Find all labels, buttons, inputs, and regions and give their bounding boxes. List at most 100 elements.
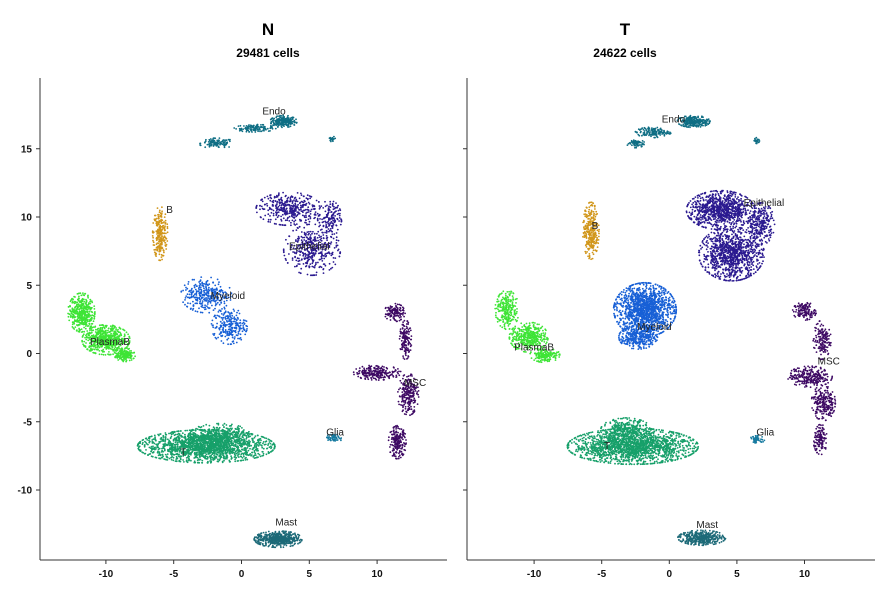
cell-point (130, 357, 132, 360)
cell-point (306, 273, 309, 276)
cell-point (385, 306, 387, 309)
cell-point (271, 117, 274, 120)
cell-point (88, 310, 91, 313)
cell-point (234, 322, 237, 325)
cell-point (170, 458, 173, 461)
cell-point (305, 236, 308, 239)
cell-point (228, 139, 231, 141)
cell-point (389, 451, 392, 453)
cell-point (312, 230, 314, 233)
cell-point (312, 204, 315, 207)
cell-point (279, 208, 282, 211)
cell-point (110, 328, 112, 331)
cell-point (385, 366, 388, 369)
cell-point (318, 221, 321, 224)
cell-point (207, 301, 209, 304)
cell-point (334, 215, 336, 217)
cell-point (253, 124, 255, 127)
cell-point (208, 311, 211, 314)
cell-point (332, 257, 335, 259)
cell-point (404, 405, 407, 408)
cell-point (331, 224, 333, 227)
cell-point (250, 128, 253, 131)
cell-point (192, 304, 195, 307)
cell-point (75, 319, 77, 322)
cell-point (204, 306, 207, 309)
cell-point (283, 125, 285, 127)
cell-point (231, 326, 234, 329)
cell-point (283, 206, 286, 209)
cell-point (390, 441, 393, 443)
cell-point (119, 348, 121, 350)
cell-point (283, 121, 285, 123)
cell-point (120, 357, 123, 359)
cell-point (158, 250, 161, 253)
cell-point (201, 293, 204, 296)
cell-point (399, 432, 402, 435)
cell-point (153, 249, 156, 251)
cell-point (306, 198, 309, 201)
cell-point (193, 293, 196, 296)
cell-point (328, 262, 331, 265)
cell-point (320, 235, 322, 238)
cell-point (187, 302, 189, 304)
cell-point (229, 343, 232, 346)
cell-point (355, 368, 358, 370)
cell-point (155, 243, 158, 246)
cell-point (285, 259, 287, 261)
cell-point (286, 200, 289, 203)
cell-point (407, 323, 409, 325)
cell-point (233, 318, 236, 321)
cell-point (338, 208, 341, 210)
cell-point (298, 259, 301, 262)
cell-point (376, 367, 379, 370)
cell-point (237, 125, 240, 127)
cell-point (204, 308, 207, 310)
cell-point (157, 234, 160, 237)
cell-point (222, 328, 225, 330)
cell-point (253, 436, 256, 439)
cell-point (298, 257, 300, 260)
cell-point (74, 316, 77, 318)
cell-point (78, 323, 81, 326)
cell-point (157, 242, 160, 245)
cell-point (113, 325, 116, 327)
cell-point (308, 258, 311, 261)
cell-point (303, 226, 306, 229)
cluster-myeloid-points (180, 276, 249, 346)
cell-point (237, 318, 240, 320)
cell-point (219, 141, 222, 144)
cell-point (331, 227, 334, 230)
cell-point (266, 127, 269, 130)
cell-point (214, 142, 217, 145)
cell-point (184, 299, 186, 301)
cell-point (78, 304, 80, 307)
cell-point (264, 127, 267, 130)
cell-point (388, 436, 390, 439)
cell-point (327, 228, 330, 230)
cell-point (318, 225, 320, 228)
cell-point (394, 315, 396, 317)
cell-point (408, 327, 411, 330)
cell-point (207, 284, 209, 287)
cell-point (199, 142, 201, 145)
cell-point (198, 288, 201, 291)
cell-point (112, 328, 115, 330)
cell-point (159, 233, 162, 235)
cell-point (299, 254, 301, 256)
cell-point (267, 218, 270, 221)
cell-point (322, 207, 325, 209)
cell-point (203, 141, 206, 144)
cell-point (100, 330, 103, 332)
cell-point (229, 333, 232, 335)
cell-point (152, 239, 154, 242)
cell-point (187, 283, 190, 285)
cell-point (115, 327, 117, 329)
cell-point (160, 213, 163, 216)
cell-point (319, 238, 322, 241)
cell-point (270, 211, 273, 214)
cell-point (90, 308, 92, 310)
cell-point (324, 200, 326, 203)
cell-point (304, 265, 307, 268)
cell-point (282, 114, 285, 117)
